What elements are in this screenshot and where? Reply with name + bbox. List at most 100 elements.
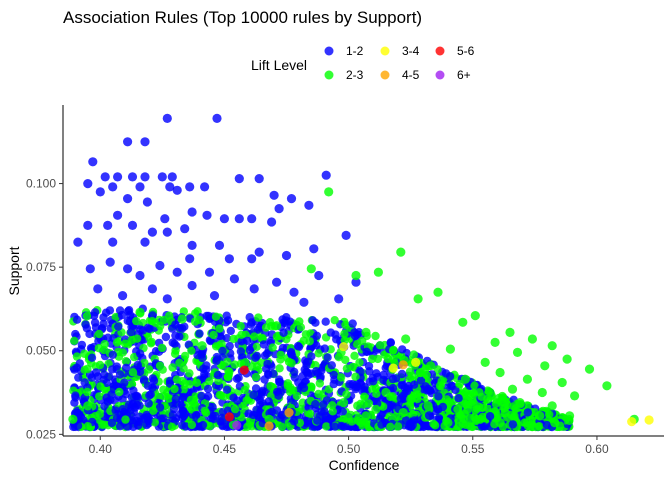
cloud-point — [212, 356, 221, 366]
cloud-point — [407, 371, 417, 380]
cloud-point — [225, 341, 234, 351]
x-axis-title: Confidence — [329, 457, 400, 473]
point-lift-2-3 — [507, 384, 518, 394]
cloud-point — [121, 363, 131, 372]
cloud-point — [329, 370, 338, 380]
cloud-point — [350, 351, 359, 360]
point-lift-1-2 — [214, 240, 225, 250]
point-lift-2-3 — [500, 408, 510, 418]
cloud-point — [397, 369, 407, 379]
y-axis-title: Support — [6, 246, 22, 295]
cloud-point — [351, 372, 360, 381]
point-lift-2-3 — [396, 247, 406, 257]
cloud-point — [330, 316, 339, 325]
cloud-point — [131, 391, 141, 401]
legend-swatch-6+ — [435, 70, 445, 80]
point-lift-2-3 — [351, 270, 361, 281]
cloud-point — [175, 358, 184, 367]
cloud-point — [328, 407, 337, 416]
cloud-point — [215, 331, 225, 341]
cloud-point — [312, 341, 321, 350]
cloud-point — [144, 365, 154, 374]
cloud-point — [267, 407, 276, 417]
cloud-point — [95, 410, 104, 419]
point-lift-2-3 — [339, 398, 349, 408]
cloud-point — [312, 331, 322, 340]
point-lift-2-3 — [398, 408, 408, 418]
cloud-point — [127, 336, 136, 345]
cloud-point — [347, 417, 357, 426]
cloud-point — [156, 321, 165, 331]
point-lift-3-4 — [411, 357, 421, 367]
cloud-point — [128, 368, 138, 377]
cloud-point — [71, 329, 80, 339]
point-lift-2-3 — [512, 347, 523, 357]
cloud-point — [115, 422, 125, 431]
cloud-point — [509, 402, 518, 411]
point-lift-1-2 — [165, 182, 175, 192]
cloud-point — [314, 349, 323, 358]
cloud-point — [103, 333, 113, 342]
cloud-point — [377, 420, 386, 429]
point-lift-1-2 — [187, 207, 197, 217]
point-lift-2-3 — [480, 357, 490, 367]
point-lift-1-2 — [142, 197, 152, 207]
cloud-point — [94, 329, 104, 339]
x-tick-label: 0.40 — [89, 442, 113, 456]
point-lift-1-2 — [162, 113, 172, 123]
cloud-point — [376, 411, 386, 420]
x-tick-label: 0.50 — [337, 442, 361, 456]
cloud-point — [251, 353, 260, 362]
point-lift-2-3 — [527, 334, 538, 344]
point-lift-1-2 — [127, 220, 138, 230]
cloud-point — [305, 337, 314, 346]
point-lift-1-2 — [100, 172, 110, 182]
cloud-point — [275, 364, 284, 373]
point-lift-1-2 — [118, 291, 128, 301]
cloud-point — [180, 322, 189, 331]
cloud-point — [145, 391, 154, 400]
cloud-point — [381, 363, 390, 373]
point-lift-1-2 — [162, 227, 172, 237]
point-lift-2-3 — [557, 377, 567, 388]
cloud-point — [545, 410, 554, 419]
cloud-point — [293, 341, 303, 351]
cloud-point — [477, 422, 487, 431]
cloud-point — [125, 310, 135, 319]
cloud-point — [159, 385, 168, 394]
cloud-point — [353, 401, 362, 410]
point-lift-2-3 — [426, 361, 436, 371]
point-lift-1-2 — [93, 284, 103, 294]
point-lift-4-5 — [398, 360, 408, 370]
cloud-point — [155, 403, 165, 412]
cloud-point — [168, 324, 177, 333]
point-lift-2-3 — [460, 374, 470, 384]
cloud-point — [140, 358, 149, 368]
cloud-point — [284, 357, 294, 367]
point-lift-2-3 — [356, 418, 366, 428]
cloud-point — [252, 342, 261, 351]
cloud-point — [438, 402, 448, 412]
point-lift-1-2 — [249, 284, 259, 294]
point-lift-2-3 — [453, 404, 463, 414]
cloud-point — [400, 394, 409, 403]
point-lift-1-2 — [219, 214, 229, 224]
point-lift-2-3 — [135, 307, 145, 317]
cloud-point — [389, 345, 398, 355]
legend-label: 4-5 — [402, 68, 420, 82]
cloud-point — [364, 399, 374, 408]
cloud-point — [192, 378, 201, 387]
legend-swatch-3-4 — [380, 46, 390, 56]
point-lift-1-2 — [309, 244, 319, 254]
point-lift-1-2 — [147, 227, 157, 237]
cloud-point — [360, 392, 369, 401]
point-lift-2-3 — [505, 327, 515, 337]
cloud-point — [132, 316, 141, 326]
point-lift-2-3 — [445, 344, 455, 354]
point-lift-1-2 — [299, 297, 309, 307]
y-tick-label: 0.100 — [26, 177, 56, 191]
cloud-point — [198, 420, 208, 430]
cloud-point — [237, 337, 246, 346]
cloud-point — [126, 328, 136, 337]
point-lift-1-2 — [269, 190, 279, 200]
